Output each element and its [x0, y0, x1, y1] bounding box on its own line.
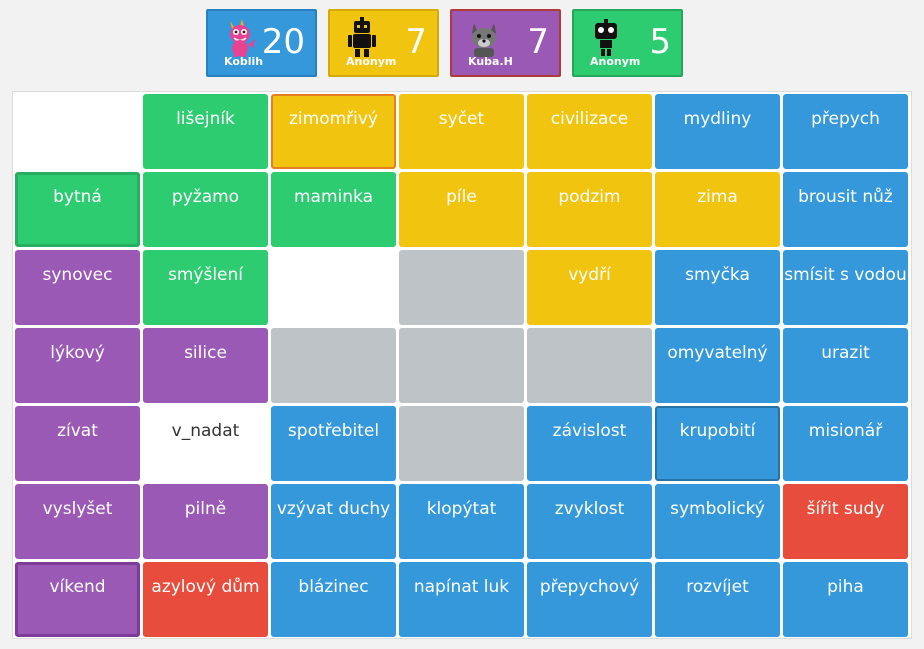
board-cell[interactable] — [527, 328, 652, 403]
board-cell[interactable]: smísit s vodou — [783, 250, 908, 325]
player-score: 5 — [649, 22, 671, 62]
board-cell[interactable]: smýšlení — [143, 250, 268, 325]
board-cell[interactable]: šířit sudy — [783, 484, 908, 559]
board-cell[interactable] — [271, 328, 396, 403]
board-cell[interactable]: omyvatelný — [655, 328, 780, 403]
board-cell[interactable]: smyčka — [655, 250, 780, 325]
board-cell[interactable]: syčet — [399, 94, 524, 169]
board-cell[interactable]: piha — [783, 562, 908, 637]
board-cell[interactable]: závislost — [527, 406, 652, 481]
player-card-3: Kuba.H 7 — [450, 9, 561, 77]
scoreboard: Koblih 20 Anonym 7 Kuba.H 7 — [206, 9, 683, 77]
board-cell[interactable] — [399, 250, 524, 325]
board-cell[interactable]: silice — [143, 328, 268, 403]
board-cell[interactable]: lišejník — [143, 94, 268, 169]
board-cell[interactable]: krupobití — [655, 406, 780, 481]
black-robot-icon — [348, 17, 376, 57]
player-name: Kuba.H — [468, 55, 513, 68]
board-cell[interactable]: zívat — [15, 406, 140, 481]
board-cell[interactable]: víkend — [15, 562, 140, 637]
board-cell[interactable]: zimomřivý — [271, 94, 396, 169]
player-score: 20 — [261, 22, 305, 62]
board-cell[interactable]: blázinec — [271, 562, 396, 637]
board-cell[interactable]: pilně — [143, 484, 268, 559]
board-cell[interactable]: azylový dům — [143, 562, 268, 637]
board-cell[interactable]: klopýtat — [399, 484, 524, 559]
player-card-2: Anonym 7 — [328, 9, 439, 77]
board-cell[interactable]: přepych — [783, 94, 908, 169]
player-score: 7 — [405, 22, 427, 62]
board-cell[interactable] — [399, 328, 524, 403]
board-cell[interactable]: napínat luk — [399, 562, 524, 637]
player-card-1: Koblih 20 — [206, 9, 317, 77]
board-cell[interactable]: vydří — [527, 250, 652, 325]
board-cell[interactable]: rozvíjet — [655, 562, 780, 637]
board-cell[interactable]: lýkový — [15, 328, 140, 403]
board-cell[interactable]: brousit nůž — [783, 172, 908, 247]
board-cell[interactable]: urazit — [783, 328, 908, 403]
board-cell[interactable]: vzývat duchy — [271, 484, 396, 559]
board-cell[interactable]: píle — [399, 172, 524, 247]
board-cell[interactable]: synovec — [15, 250, 140, 325]
board-cell[interactable]: zvyklost — [527, 484, 652, 559]
board-cell[interactable]: vyslyšet — [15, 484, 140, 559]
board-cell[interactable]: symbolický — [655, 484, 780, 559]
player-name: Anonym — [346, 55, 397, 68]
player-score: 7 — [527, 22, 549, 62]
black-robot-head-icon — [595, 19, 617, 56]
player-card-4: Anonym 5 — [572, 9, 683, 77]
board-cell[interactable]: bytná — [15, 172, 140, 247]
board-cell[interactable]: misionář — [783, 406, 908, 481]
gray-wolf-icon — [472, 23, 496, 57]
board-cell[interactable]: mydliny — [655, 94, 780, 169]
board-cell[interactable]: spotřebitel — [271, 406, 396, 481]
player-name: Anonym — [590, 55, 641, 68]
board-cell[interactable]: civilizace — [527, 94, 652, 169]
board-cell[interactable] — [399, 406, 524, 481]
board-cell[interactable]: v_nadat — [143, 406, 268, 481]
pink-dragon-icon — [230, 19, 255, 57]
board-cell[interactable] — [15, 94, 140, 169]
board-cell[interactable]: pyžamo — [143, 172, 268, 247]
player-name: Koblih — [224, 55, 264, 68]
game-board: lišejník zimomřivý syčet civilizace mydliny p… — [12, 91, 912, 639]
board-cell[interactable]: podzim — [527, 172, 652, 247]
board-cell[interactable]: zima — [655, 172, 780, 247]
board-cell[interactable]: maminka — [271, 172, 396, 247]
board-cell[interactable]: přepychový — [527, 562, 652, 637]
board-cell[interactable] — [271, 250, 396, 325]
